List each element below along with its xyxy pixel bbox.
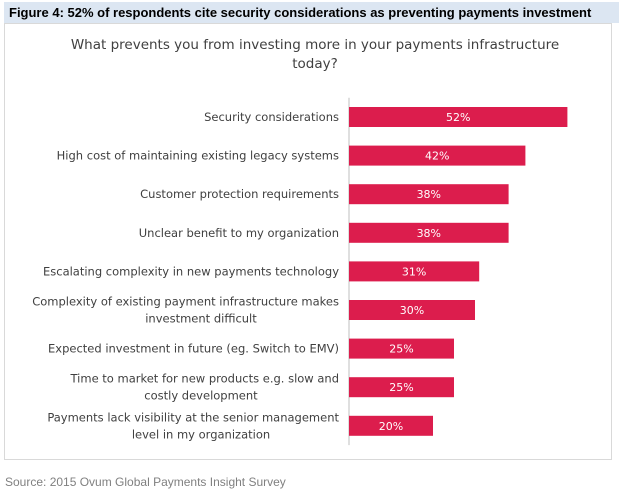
category-label-1-line-0: High cost of maintaining existing legacy… (57, 149, 339, 163)
bar-7 (349, 377, 454, 398)
category-label-7-line-1: costly development (144, 389, 258, 403)
bar-4 (349, 261, 480, 282)
bar-0 (349, 107, 568, 127)
category-label-0-line-0: Security considerations (204, 110, 339, 124)
category-label-5-line-0: Complexity of existing payment infrastru… (32, 295, 339, 309)
data-label-1: 42% (425, 150, 449, 163)
bar-5 (349, 300, 475, 320)
chart-title: What prevents you from investing more in… (20, 36, 610, 74)
data-label-8: 20% (379, 420, 403, 433)
category-label-4-line-0: Escalating complexity in new payments te… (43, 264, 339, 278)
bar-6 (349, 338, 454, 359)
category-label-8-line-0: Payments lack visibility at the senior m… (47, 410, 339, 424)
data-label-7: 25% (389, 381, 413, 394)
data-label-6: 25% (389, 343, 413, 356)
chart-frame (4, 23, 612, 460)
category-label-3-line-0: Unclear benefit to my organization (139, 226, 339, 240)
figure-caption: Figure 4: 52% of respondents cite securi… (4, 2, 619, 23)
category-label-5-line-1: investment difficult (145, 312, 257, 326)
data-label-5: 30% (400, 304, 424, 317)
data-label-2: 38% (417, 188, 441, 201)
bar-8 (349, 415, 433, 436)
chart-title-line-2: today? (292, 56, 338, 72)
data-label-4: 31% (402, 265, 426, 278)
bar-2 (349, 184, 509, 205)
category-label-7-line-0: Time to market for new products e.g. slo… (70, 372, 340, 386)
category-label-6-line-0: Expected investment in future (eg. Switc… (48, 342, 339, 356)
data-label-0: 52% (446, 111, 470, 124)
category-label-2-line-0: Customer protection requirements (140, 187, 339, 201)
chart-title-line-1: What prevents you from investing more in… (70, 37, 560, 53)
category-label-8-line-1: level in my organization (132, 427, 270, 441)
bar-3 (349, 222, 509, 243)
source-note: Source: 2015 Ovum Global Payments Insigh… (5, 475, 286, 489)
bar-1 (349, 145, 526, 166)
data-label-3: 38% (417, 227, 441, 240)
